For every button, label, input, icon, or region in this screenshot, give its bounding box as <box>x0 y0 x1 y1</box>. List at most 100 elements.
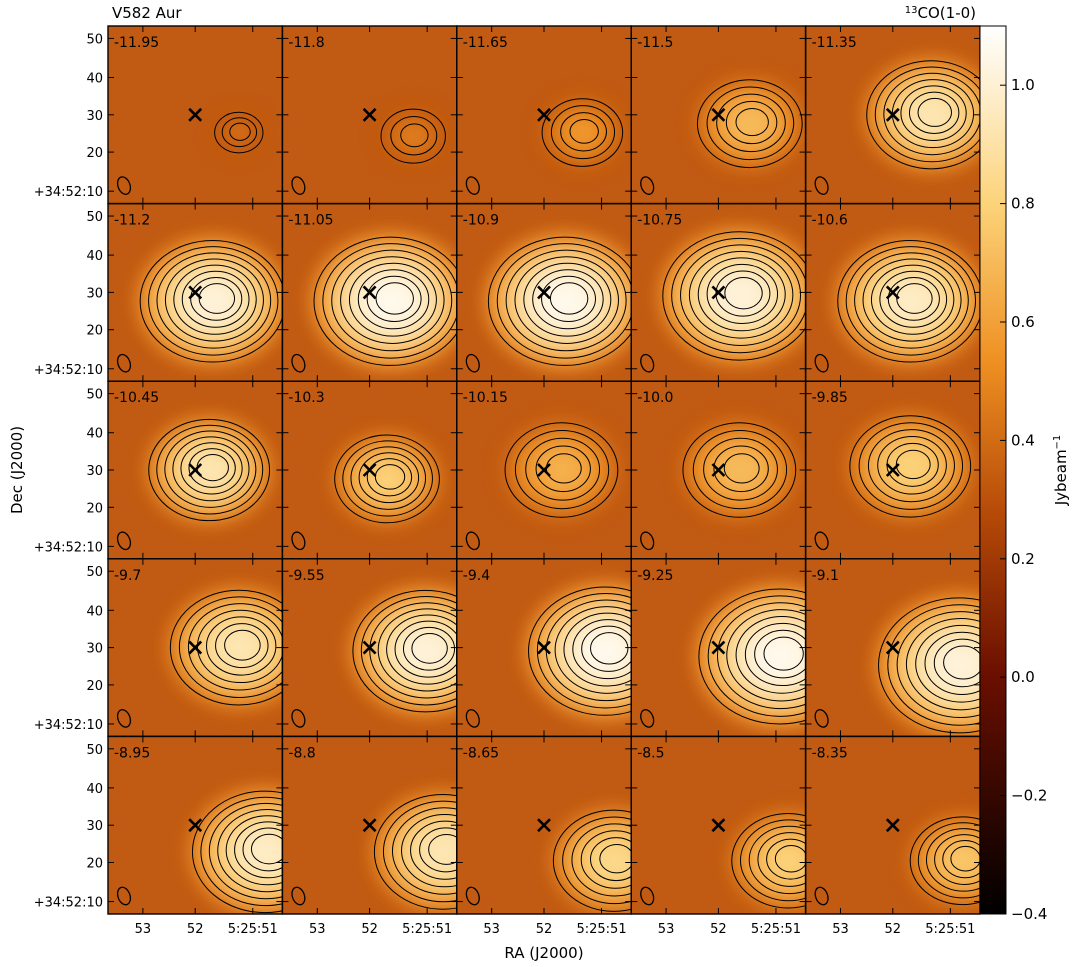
panel-ticks <box>631 203 806 382</box>
emission-map <box>136 236 289 367</box>
beam-ellipse-icon <box>814 886 829 906</box>
emission-level <box>721 454 758 486</box>
beam-ellipse-icon <box>291 531 306 551</box>
contour <box>849 415 972 518</box>
contour <box>357 269 430 330</box>
contour <box>870 264 955 335</box>
emission-level <box>402 127 424 145</box>
emission-level <box>421 833 465 871</box>
emission-level <box>217 628 261 667</box>
panel-ticks <box>108 26 283 204</box>
contour <box>887 276 940 321</box>
source-marker-icon <box>711 640 726 655</box>
emission-map <box>847 412 974 521</box>
y-tick-label: 40 <box>86 72 103 87</box>
x-tick-label: 5:25:51 <box>576 922 626 937</box>
contour <box>342 440 433 517</box>
contour <box>703 437 778 501</box>
contour <box>156 424 264 515</box>
velocity-label: -9.25 <box>637 568 673 584</box>
contour <box>900 85 967 142</box>
contour-lines <box>139 240 286 363</box>
contour <box>696 79 803 169</box>
x-tick-label: 52 <box>536 922 553 937</box>
contour <box>560 112 607 152</box>
source-marker-icon <box>885 285 900 300</box>
velocity-label: -11.5 <box>637 35 673 51</box>
colorbar-tick-label: 0.8 <box>1011 195 1035 213</box>
source-marker-icon <box>362 285 377 300</box>
contour <box>334 434 440 524</box>
emission-map <box>695 76 805 171</box>
source-marker-icon <box>188 640 203 655</box>
y-tick-label: +34:52:10 <box>34 540 103 555</box>
y-tick-label: 40 <box>86 427 103 442</box>
source-marker-icon <box>885 107 900 122</box>
source-marker-icon <box>188 818 203 833</box>
emission-map <box>874 593 980 738</box>
panel-ticks <box>805 381 980 559</box>
velocity-label: -11.8 <box>288 35 324 51</box>
contour <box>879 270 948 328</box>
x-tick-labels: 53 52 5:25:51 53 52 5:25:51 53 52 5:25:51 53 52 5:2… <box>135 922 976 937</box>
emission-level <box>933 643 980 688</box>
panel-overlay: -11.95 -11.8 -11.65 -11.5 -11.35 -11.2 -11.05 -… <box>107 25 981 915</box>
contour <box>877 435 947 495</box>
panel-ticks <box>805 26 980 204</box>
panel-ticks <box>108 381 283 559</box>
source-marker-icon <box>537 285 551 300</box>
contour-lines <box>696 79 803 169</box>
x-tick-label: 53 <box>483 922 500 937</box>
colorbar-tick-label: 1.0 <box>1011 76 1035 94</box>
velocity-label: -11.2 <box>114 213 150 229</box>
panel-ticks <box>282 381 457 559</box>
panel-ticks <box>108 203 283 382</box>
contour <box>934 834 980 885</box>
velocity-label: -11.95 <box>114 35 159 51</box>
contour <box>867 429 955 503</box>
contour <box>917 822 980 899</box>
contour <box>713 445 769 493</box>
colorbar-tick-label: 0.4 <box>1011 431 1035 449</box>
contour <box>942 840 980 879</box>
beam-ellipse-icon <box>814 176 829 195</box>
channel-panel <box>456 203 645 382</box>
contour <box>164 430 257 508</box>
contour <box>682 422 797 518</box>
panel-ticks <box>456 26 632 204</box>
source-marker-icon <box>711 285 726 300</box>
contour <box>692 429 788 510</box>
source-marker-icon <box>362 818 377 833</box>
emission-map <box>379 107 447 165</box>
contour <box>532 269 604 330</box>
channel-panels <box>108 26 980 914</box>
y-tick-label: +34:52:10 <box>34 896 103 911</box>
channel-panel <box>108 558 311 737</box>
channel-panel <box>805 26 980 204</box>
emission-map <box>484 232 645 370</box>
emission-level <box>891 449 930 483</box>
contour <box>854 252 969 349</box>
y-tick-label: 50 <box>86 565 103 580</box>
contour <box>514 256 619 344</box>
contour <box>340 256 445 344</box>
y-tick-label: 30 <box>86 109 103 124</box>
beam-ellipse-icon <box>116 886 132 906</box>
velocity-label: -8.5 <box>637 745 664 761</box>
contour <box>883 72 980 156</box>
y-tick-label: 40 <box>86 249 103 264</box>
emission-map <box>863 57 980 173</box>
velocity-label: -10.0 <box>637 390 673 406</box>
channel-panel <box>805 736 980 914</box>
y-tick-label: 30 <box>86 642 103 657</box>
contour <box>943 645 980 680</box>
panel-ticks <box>631 736 806 914</box>
velocity-label: -11.35 <box>812 35 857 51</box>
contour-lines <box>380 108 446 164</box>
contour <box>549 282 589 315</box>
beam-ellipse-icon <box>465 709 480 728</box>
beam-ellipse-icon <box>291 709 306 728</box>
panel-ticks <box>282 558 457 737</box>
colorbar-tick-label: 0.6 <box>1011 313 1035 331</box>
